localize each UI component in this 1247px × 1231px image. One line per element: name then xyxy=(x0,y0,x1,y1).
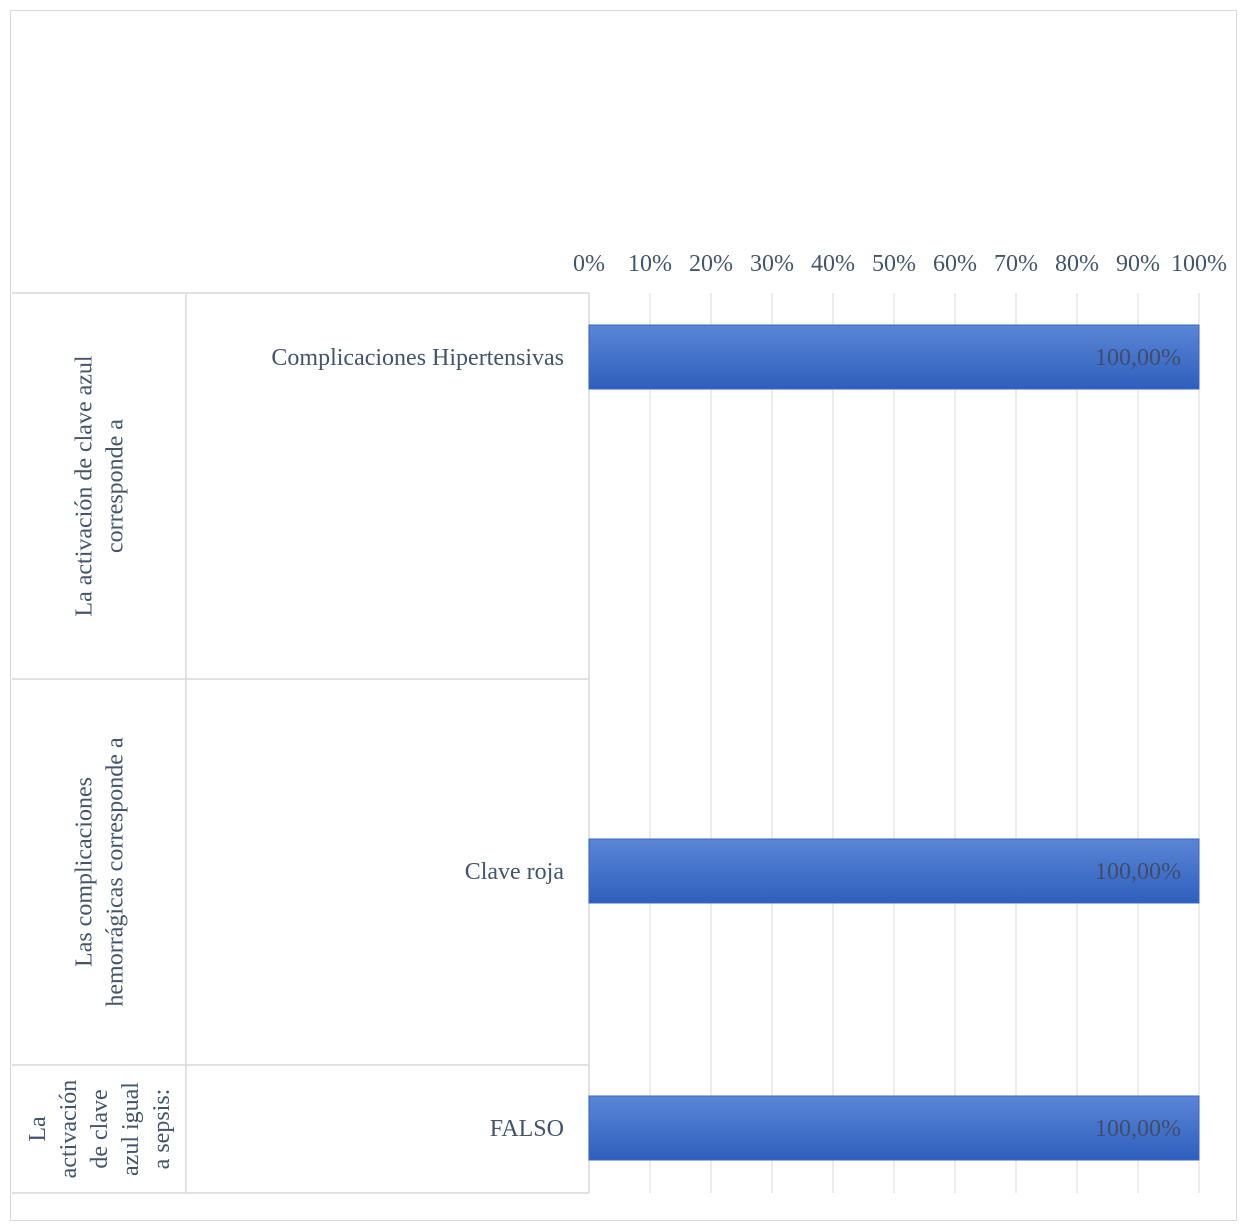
bar xyxy=(588,838,1200,904)
category-label: FALSO xyxy=(490,1116,564,1142)
x-tick-label: 40% xyxy=(811,251,855,277)
group-label-line: hemorrágicas corresponde a xyxy=(103,737,129,1007)
data-label: 100,00% xyxy=(1095,859,1181,885)
x-tick-label: 80% xyxy=(1055,251,1099,277)
category-label: Clave roja xyxy=(465,859,565,885)
category-label: Complicaciones Hipertensivas xyxy=(271,345,564,371)
x-tick-label: 0% xyxy=(573,251,605,277)
x-tick-label: 60% xyxy=(933,251,977,277)
group-label-line: La xyxy=(25,1116,51,1142)
x-tick-label: 20% xyxy=(689,251,733,277)
x-tick-label: 30% xyxy=(750,251,794,277)
data-label: 100,00% xyxy=(1095,345,1181,371)
x-tick-label: 50% xyxy=(872,251,916,277)
x-tick-label: 90% xyxy=(1116,251,1160,277)
group-label-line: de clave xyxy=(87,1089,113,1168)
group-label-line: La activación de clave azul xyxy=(72,355,98,617)
bars xyxy=(588,324,1200,1161)
x-axis-ticks: 0% 10% 20% 30% 40% 50% 60% 70% 80% 90% 100% xyxy=(573,251,1227,277)
category-axis-frame xyxy=(12,292,590,1194)
group-label-line: Las complicaciones xyxy=(72,777,98,967)
group-label: Las complicaciones hemorrágicas correspon… xyxy=(72,737,129,1007)
data-label: 100,00% xyxy=(1095,1116,1181,1142)
group-label: La activación de clave azul corresponde a xyxy=(72,355,129,617)
x-tick-label: 70% xyxy=(994,251,1038,277)
bar xyxy=(588,324,1200,390)
group-label-line: activación xyxy=(56,1080,82,1179)
group-label-line: a sepsis: xyxy=(149,1089,175,1170)
bar xyxy=(588,1095,1200,1161)
grid-lines xyxy=(588,293,1200,1193)
x-tick-label: 100% xyxy=(1171,251,1227,277)
group-label-line: corresponde a xyxy=(103,419,129,553)
group-label-line: azul igual xyxy=(118,1082,144,1176)
group-label: La activación de clave azul igual a sepsis: xyxy=(25,1080,175,1179)
labels: 100,00% Complicaciones Hipertensivas La ac… xyxy=(25,345,1181,1178)
x-tick-label: 10% xyxy=(628,251,672,277)
chart-border xyxy=(10,10,1237,1221)
